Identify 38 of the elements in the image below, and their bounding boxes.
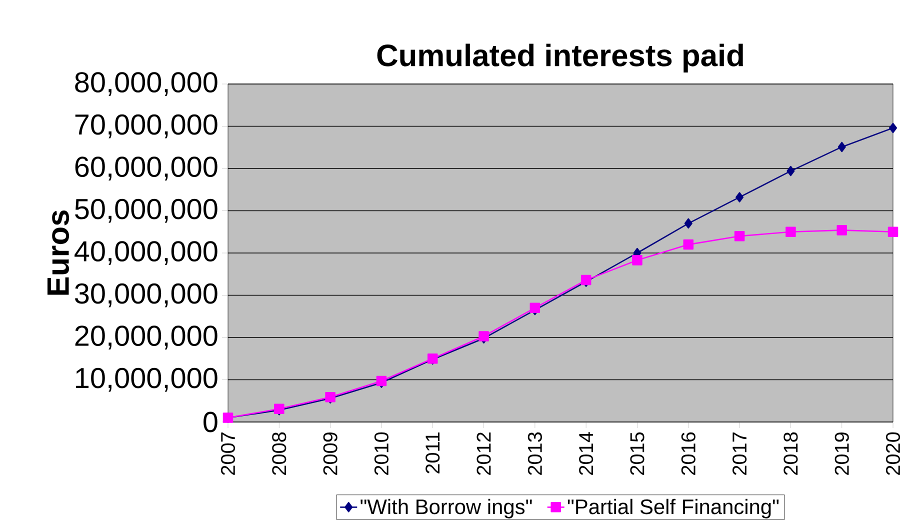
y-tick-label: 80,000,000 — [75, 72, 218, 96]
y-tick-label: 20,000,000 — [75, 326, 218, 350]
y-tick-label: 60,000,000 — [75, 156, 218, 180]
x-tick-label: 2014 — [579, 432, 594, 475]
y-tick-label: 70,000,000 — [75, 114, 218, 138]
y-tick-label: 40,000,000 — [74, 241, 218, 265]
x-tick-label: 2016 — [681, 432, 696, 475]
y-tick-label: 10,000,000 — [76, 368, 218, 392]
y-axis-title: Euros — [47, 210, 70, 295]
point — [683, 239, 694, 250]
y-tick-label: 50,000,000 — [75, 198, 218, 223]
x-tick-label: 2008 — [272, 432, 286, 475]
point — [736, 192, 744, 202]
point — [838, 142, 846, 152]
x-tick-label: 2018 — [784, 432, 798, 475]
point — [888, 226, 898, 238]
x-tick-label: 2007 — [220, 432, 236, 475]
point — [888, 122, 898, 134]
x-tick-label: 2020 — [886, 432, 900, 475]
x-tick-label: 2012 — [476, 432, 491, 475]
y-tick-label: 0 — [204, 412, 218, 432]
x-tick-label: 2009 — [323, 432, 338, 475]
point — [684, 218, 692, 229]
x-tick-label: 2013 — [528, 432, 542, 475]
x-tick-label: 2011 — [426, 432, 440, 474]
y-tick-label: 30,000,000 — [74, 283, 218, 308]
x-tick-label: 2017 — [732, 432, 747, 475]
point — [786, 166, 795, 176]
x-tick-label: 2019 — [834, 432, 849, 475]
point — [734, 230, 745, 242]
x-tick-label: 2010 — [374, 432, 389, 475]
point — [786, 226, 796, 238]
chart-title: Cumulated interests paid — [377, 44, 743, 73]
point — [836, 225, 847, 236]
point — [632, 255, 642, 266]
legend-label: "Partial Self Financing" — [568, 498, 779, 518]
x-tick-label: 2015 — [630, 432, 644, 475]
legend-label: "With Borrow ings" — [360, 498, 532, 518]
